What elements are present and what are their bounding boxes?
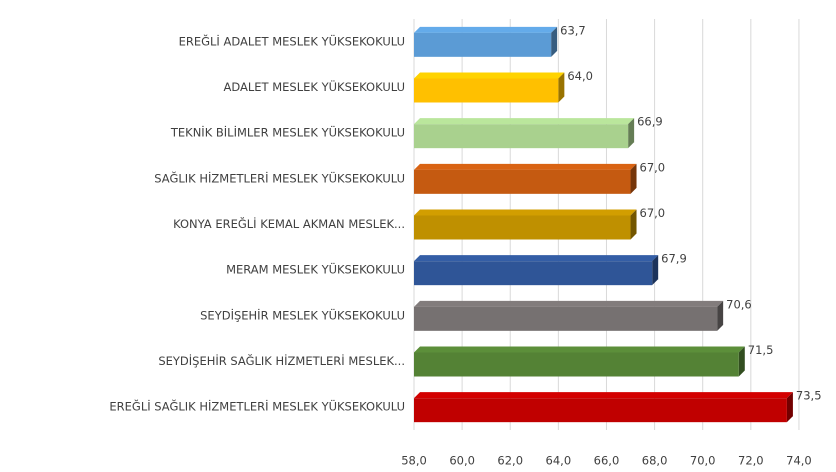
- bar-top-face: [414, 209, 637, 216]
- y-tick-label: ADALET MESLEK YÜKSEKOKULU: [223, 78, 405, 94]
- bar-side-face: [628, 118, 635, 149]
- y-tick-label: TEKNİK BİLİMLER MESLEK YÜKSEKOKULU: [170, 124, 405, 140]
- bar: [414, 78, 559, 103]
- x-tick-label: 68,0: [642, 454, 668, 468]
- bar-side-face: [558, 72, 565, 103]
- bar-side-face: [786, 392, 793, 423]
- value-label: 64,0: [567, 69, 593, 83]
- bar: [414, 398, 787, 423]
- x-tick-label: 70,0: [690, 454, 716, 468]
- x-tick-label: 58,0: [401, 454, 427, 468]
- bar-top-face: [414, 300, 724, 307]
- y-tick-label: MERAM MESLEK YÜKSEKOKULU: [226, 261, 405, 277]
- x-tick-label: 72,0: [738, 454, 764, 468]
- bar: [414, 261, 653, 286]
- bar: [414, 169, 631, 194]
- bar: [414, 352, 739, 377]
- y-tick-label: KONYA EREĞLİ KEMAL AKMAN MESLEK...: [173, 216, 405, 231]
- y-tick-label: SEYDİŞEHİR MESLEK YÜKSEKOKULU: [200, 306, 405, 322]
- bar-top-face: [414, 392, 793, 399]
- bar-side-face: [551, 26, 558, 57]
- value-label: 70,6: [726, 297, 752, 311]
- bar-top-face: [414, 346, 745, 353]
- bar-side-face: [630, 163, 637, 194]
- x-tick-label: 62,0: [497, 454, 523, 468]
- x-tick-label: 74,0: [786, 454, 812, 468]
- bar-top-face: [414, 72, 565, 79]
- value-label: 63,7: [560, 23, 586, 37]
- x-tick-label: 66,0: [594, 454, 620, 468]
- bar-side-face: [717, 300, 724, 331]
- bar: [414, 32, 552, 57]
- x-tick-label: 64,0: [546, 454, 572, 468]
- value-label: 66,9: [637, 115, 663, 129]
- bar: [414, 215, 631, 240]
- bar-side-face: [738, 346, 745, 377]
- bar-top-face: [414, 163, 637, 170]
- y-tick-label: EREĞLİ ADALET MESLEK YÜKSEKOKULU: [179, 32, 405, 48]
- y-tick-label: SEYDİŞEHİR SAĞLIK HİZMETLERİ MESLEK...: [158, 353, 405, 368]
- bar-top-face: [414, 255, 659, 262]
- bar: [414, 306, 718, 331]
- bar-top-face: [414, 118, 635, 125]
- value-label: 67,0: [640, 206, 666, 220]
- y-tick-label: SAĞLIK HİZMETLERİ MESLEK YÜKSEKOKULU: [154, 169, 405, 185]
- value-label: 71,5: [748, 343, 774, 357]
- bar-side-face: [652, 255, 659, 286]
- value-label: 67,9: [661, 252, 687, 266]
- bar-top-face: [414, 26, 558, 33]
- y-tick-label: EREĞLİ SAĞLIK HİZMETLERİ MESLEK YÜKSEKOK…: [109, 398, 405, 414]
- value-label: 73,5: [796, 389, 822, 403]
- value-label: 67,0: [640, 160, 666, 174]
- bar-side-face: [630, 209, 637, 240]
- bar: [414, 124, 629, 149]
- x-tick-label: 60,0: [449, 454, 475, 468]
